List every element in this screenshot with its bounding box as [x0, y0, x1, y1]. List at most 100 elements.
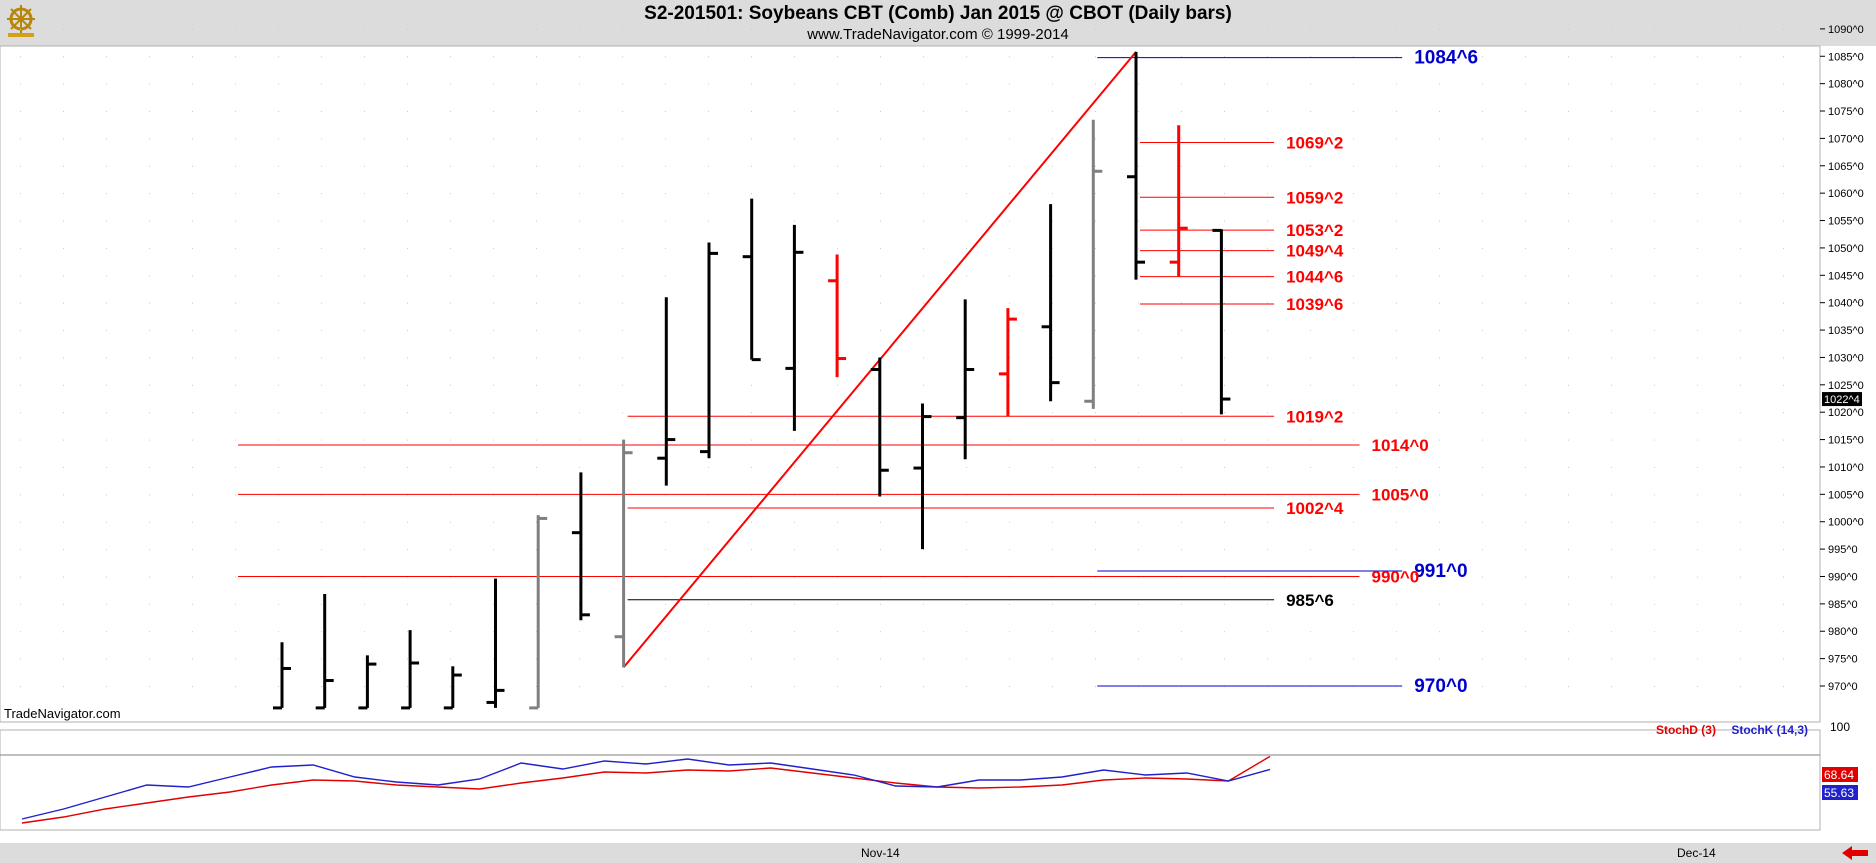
grid-dot: [1095, 466, 1096, 468]
grid-dot: [665, 138, 666, 140]
grid-dot: [536, 686, 537, 687]
grid-dot: [20, 357, 21, 359]
grid-dot: [1697, 330, 1698, 332]
level-label: 1053^2: [1286, 221, 1343, 240]
grid-dot: [880, 28, 881, 30]
grid-dot: [1095, 330, 1096, 332]
grid-dot: [407, 220, 408, 222]
grid-dot: [235, 302, 236, 304]
grid-dot: [1654, 111, 1655, 113]
grid-dot: [106, 494, 107, 496]
grid-dot: [1568, 466, 1569, 468]
grid-dot: [923, 549, 924, 551]
grid-dot: [321, 275, 322, 277]
grid-dot: [1138, 83, 1139, 85]
grid-dot: [579, 220, 580, 222]
grid-dot: [923, 275, 924, 277]
grid-dot: [1740, 56, 1741, 58]
grid-dot: [450, 247, 451, 249]
grid-dot: [1568, 549, 1569, 551]
grid-dot: [1611, 28, 1612, 30]
grid-dot: [1396, 83, 1397, 85]
grid-dot: [192, 28, 193, 30]
grid-dot: [579, 330, 580, 332]
grid-dot: [20, 275, 21, 277]
grid-dot: [794, 466, 795, 468]
grid-dot: [579, 28, 580, 30]
left-arrow-icon[interactable]: [1840, 845, 1870, 861]
grid-dot: [794, 193, 795, 195]
grid-dot: [794, 111, 795, 113]
grid-dot: [407, 384, 408, 386]
grid-dot: [1568, 83, 1569, 85]
grid-dot: [1482, 549, 1483, 551]
grid-dot: [1783, 521, 1784, 523]
grid-dot: [1052, 138, 1053, 140]
grid-dot: [321, 466, 322, 468]
grid-dot: [20, 658, 21, 660]
grid-dot: [1525, 56, 1526, 58]
stoch-k-line: [21, 758, 1271, 820]
grid-dot: [794, 83, 795, 85]
grid-dot: [1568, 686, 1569, 687]
grid-dot: [1611, 384, 1612, 386]
grid-dot: [923, 56, 924, 58]
grid-dot: [1568, 357, 1569, 359]
grid-dot: [63, 576, 64, 578]
grid-dot: [407, 439, 408, 441]
grid-dot: [1009, 28, 1010, 30]
grid-dot: [63, 521, 64, 523]
grid-dot: [1482, 28, 1483, 30]
ohlc-bar: [273, 642, 291, 710]
grid-dot: [1310, 111, 1311, 113]
grid-dot: [493, 631, 494, 633]
grid-dot: [1525, 28, 1526, 30]
grid-dot: [579, 466, 580, 468]
grid-dot: [1396, 138, 1397, 140]
grid-dot: [235, 412, 236, 414]
grid-dot: [1310, 56, 1311, 58]
grid-dot: [1396, 521, 1397, 523]
grid-dot: [1224, 357, 1225, 359]
grid-dot: [1181, 466, 1182, 468]
level-label: 990^0: [1372, 567, 1420, 586]
grid-dot: [794, 686, 795, 687]
grid-dot: [63, 220, 64, 222]
grid-dot: [665, 521, 666, 523]
grid-dot: [1654, 521, 1655, 523]
grid-dot: [966, 686, 967, 687]
grid-dot: [1740, 220, 1741, 222]
grid-dot: [1740, 631, 1741, 633]
grid-dot: [1740, 439, 1741, 441]
grid-dot: [450, 384, 451, 386]
grid-dot: [837, 165, 838, 167]
grid-dot: [450, 357, 451, 359]
grid-dot: [1138, 247, 1139, 249]
ship-wheel-logo-icon[interactable]: [4, 3, 38, 39]
grid-dot: [235, 631, 236, 633]
chart-subtitle: www.TradeNavigator.com © 1999-2014: [807, 26, 1069, 43]
grid-dot: [923, 603, 924, 605]
grid-dot: [1138, 165, 1139, 167]
grid-dot: [880, 193, 881, 195]
grid-dot: [1396, 302, 1397, 304]
grid-dot: [1568, 603, 1569, 605]
grid-dot: [1482, 631, 1483, 633]
grid-dot: [106, 357, 107, 359]
grid-dot: [794, 521, 795, 523]
grid-dot: [149, 658, 150, 660]
grid-dot: [966, 220, 967, 222]
grid-dot: [1783, 138, 1784, 140]
grid-dot: [106, 330, 107, 332]
ohlc-bar: [742, 198, 761, 362]
grid-dot: [450, 302, 451, 304]
grid-dot: [966, 56, 967, 58]
grid-dot: [63, 466, 64, 468]
grid-dot: [1525, 549, 1526, 551]
grid-dot: [1611, 275, 1612, 277]
ohlc-bar: [828, 254, 847, 378]
grid-dot: [63, 439, 64, 441]
grid-dot: [364, 603, 365, 605]
grid-dot: [1181, 111, 1182, 113]
